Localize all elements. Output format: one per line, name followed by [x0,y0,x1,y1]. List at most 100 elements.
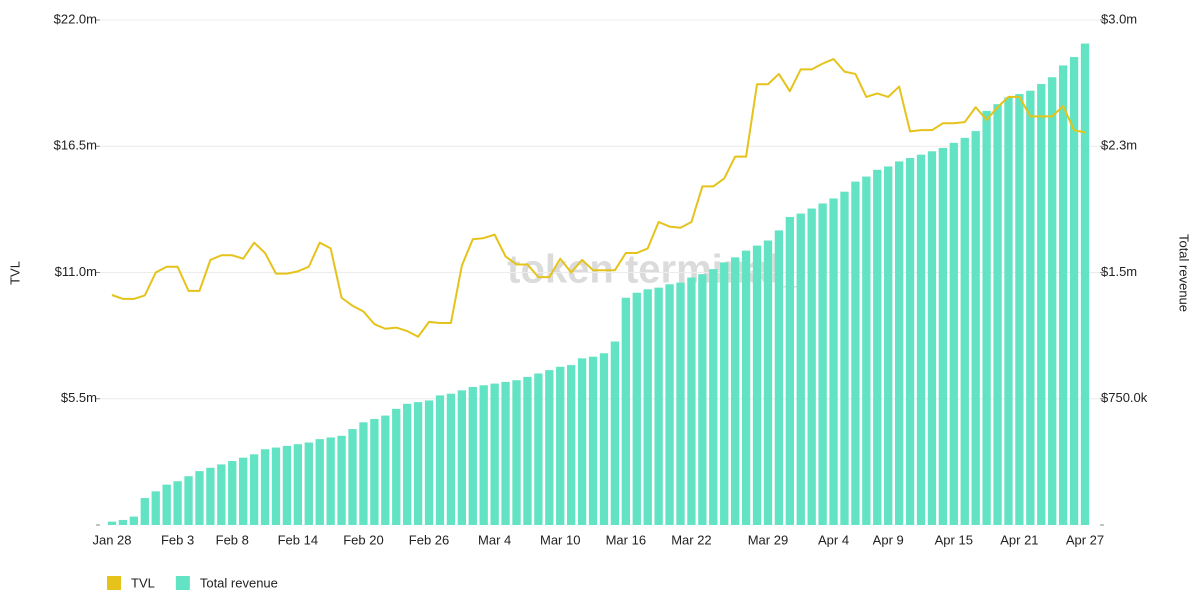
bar [173,481,182,525]
bar [501,381,510,525]
bar [873,169,882,526]
bar [184,476,193,525]
x-tick-label: Apr 21 [1000,532,1038,547]
bar [599,353,609,525]
bar [326,437,335,525]
y2-axis-label: Total revenue [1177,234,1192,312]
bar [905,158,915,526]
legend-label: Total revenue [200,575,278,590]
bar [632,292,641,525]
bar [577,358,587,525]
bar [556,366,565,525]
bar [228,461,237,525]
y2-tick-label: $750.0k [1101,390,1148,405]
bar [359,422,368,525]
x-tick-label: Feb 20 [343,532,383,547]
bar [938,147,948,525]
bar [720,262,729,525]
y2-tick-label: $1.5m [1101,264,1137,279]
bar [971,131,980,525]
bar [676,282,685,525]
bar [829,198,838,525]
bar [435,395,445,525]
bar [162,484,171,525]
bar [840,191,849,525]
x-tick-label: Apr 9 [873,532,904,547]
y-tick-label: $5.5m [61,390,97,405]
x-tick-label: Feb 8 [216,532,249,547]
bar [884,166,893,525]
bar [446,393,456,525]
bar [1004,97,1013,525]
bar [774,230,784,525]
bar [282,445,292,525]
bar [687,277,696,525]
bar [916,154,926,525]
x-tick-label: Apr 4 [818,532,849,547]
bar [643,289,652,525]
bar [927,151,937,526]
y2-tick-label: $2.3m [1101,138,1137,153]
x-tick-label: Feb 3 [161,532,194,547]
legend-label: TVL [131,575,155,590]
x-tick-label: Mar 16 [606,532,646,547]
bar [1026,90,1035,525]
bar [982,110,991,526]
x-tick-label: Apr 27 [1066,532,1104,547]
bar [206,467,215,525]
bar [468,386,477,525]
y-axis-label: TVL [7,261,22,285]
bar [709,269,718,525]
bar [862,176,871,526]
x-tick-label: Apr 15 [935,532,973,547]
bar [588,356,598,525]
bar [763,240,773,525]
bar [140,498,149,525]
bar [1048,77,1057,525]
bar [457,390,466,525]
bar [1037,83,1046,525]
y-tick-label: $16.5m [54,138,97,153]
bar [785,216,794,525]
bar [370,418,379,525]
bar [271,447,281,525]
bar [698,274,707,525]
bar [217,464,226,525]
legend-swatch [175,576,190,590]
bar [403,403,412,525]
bar [512,380,521,525]
x-tick-label: Mar 22 [671,532,711,547]
bar [479,385,488,525]
bar [1069,57,1079,526]
bar [490,383,499,525]
bar [293,444,303,525]
bar [960,137,969,526]
bar [567,365,576,525]
bar [894,161,904,525]
x-tick-label: Mar 4 [478,532,511,547]
bar [534,373,543,525]
bar [654,287,663,525]
bar [260,449,270,525]
bar [993,104,1002,526]
bar [523,376,532,525]
bar [107,521,117,525]
bar [807,208,816,526]
y2-tick-label: $3.0m [1101,11,1137,26]
bar [249,454,259,525]
bar [381,415,390,525]
bar [949,142,958,525]
bar [741,250,751,525]
bar [392,408,401,525]
bar [1015,94,1024,526]
legend-swatch [107,576,121,590]
bar [731,257,740,525]
x-tick-label: Feb 14 [278,532,318,547]
bar [424,400,434,525]
x-tick-label: Jan 28 [92,532,131,547]
x-tick-label: Mar 10 [540,532,580,547]
bar [1058,65,1068,525]
bar [752,245,762,526]
bar [118,519,128,525]
